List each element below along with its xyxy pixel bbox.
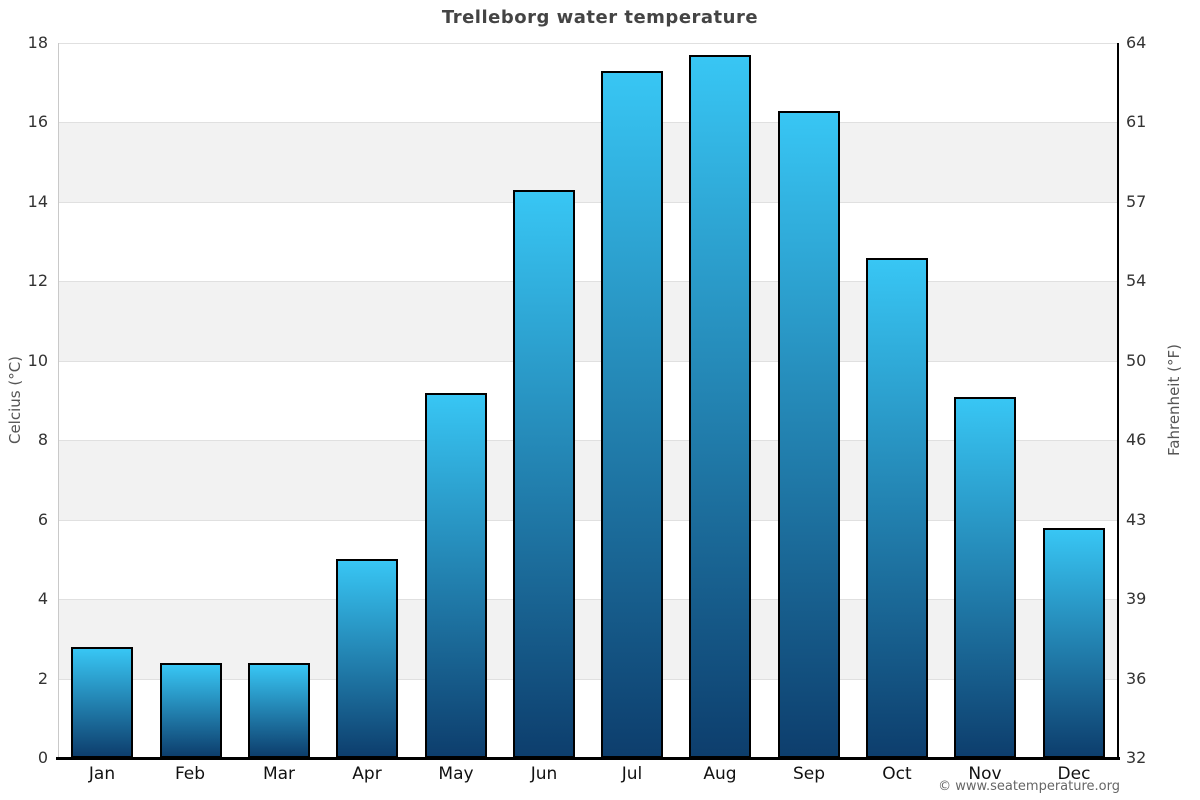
gridline bbox=[58, 122, 1118, 123]
fahrenheit-tick-label: 36 bbox=[1126, 668, 1147, 688]
background-band bbox=[58, 519, 1118, 600]
celsius-tick-label: 0 bbox=[37, 748, 48, 767]
chart-title: Trelleborg water temperature bbox=[441, 7, 759, 28]
background-band bbox=[58, 281, 1118, 361]
month-label-nov: Nov bbox=[968, 764, 1002, 784]
month-label-jan: Jan bbox=[88, 764, 116, 784]
month-label-oct: Oct bbox=[882, 764, 912, 784]
month-label-mar: Mar bbox=[262, 764, 296, 784]
month-label-sep: Sep bbox=[792, 764, 826, 784]
background-band bbox=[58, 122, 1118, 202]
fahrenheit-tick-label: 57 bbox=[1126, 191, 1147, 211]
gridline bbox=[58, 599, 1118, 600]
celsius-tick-label: 2 bbox=[37, 668, 48, 688]
x-axis-line bbox=[56, 757, 1120, 760]
celsius-tick-label: 8 bbox=[37, 430, 48, 450]
bar-mar bbox=[248, 663, 310, 758]
gridline bbox=[58, 679, 1118, 680]
month-label-jul: Jul bbox=[621, 764, 643, 784]
background-band bbox=[58, 678, 1118, 758]
celsius-tick-label: 4 bbox=[37, 589, 48, 609]
gridline bbox=[58, 440, 1118, 441]
bar-jan bbox=[71, 647, 133, 758]
celsius-tick-label: 18 bbox=[27, 33, 48, 52]
celsius-tick-label: 6 bbox=[37, 509, 48, 529]
bar-apr bbox=[336, 559, 398, 758]
fahrenheit-tick-label: 46 bbox=[1126, 430, 1147, 450]
bar-dec bbox=[1043, 528, 1105, 758]
month-label-aug: Aug bbox=[703, 764, 737, 784]
bar-nov bbox=[954, 397, 1016, 758]
month-label-feb: Feb bbox=[174, 764, 206, 784]
celsius-tick-label: 12 bbox=[27, 271, 48, 291]
gridline bbox=[58, 520, 1118, 521]
gridline bbox=[58, 43, 1118, 44]
bar-jul bbox=[601, 71, 663, 758]
bar-aug bbox=[689, 55, 751, 758]
background-band bbox=[58, 360, 1118, 441]
celsius-tick-label: 10 bbox=[27, 350, 48, 370]
fahrenheit-tick-label: 61 bbox=[1126, 112, 1147, 132]
background-band bbox=[58, 599, 1118, 679]
background-band bbox=[58, 43, 1118, 123]
background-band bbox=[58, 201, 1118, 282]
month-label-may: May bbox=[438, 764, 474, 784]
bar-sep bbox=[778, 111, 840, 758]
bar-jun bbox=[513, 190, 575, 758]
fahrenheit-tick-label: 50 bbox=[1126, 350, 1147, 370]
background-band bbox=[58, 440, 1118, 520]
gridline bbox=[58, 281, 1118, 282]
left-y-axis-line bbox=[58, 43, 59, 758]
plot-area bbox=[58, 43, 1118, 758]
bar-feb bbox=[160, 663, 222, 758]
celsius-tick-label: 14 bbox=[27, 191, 48, 211]
month-label-jun: Jun bbox=[530, 764, 558, 784]
fahrenheit-tick-label: 43 bbox=[1126, 509, 1147, 529]
month-label-dec: Dec bbox=[1057, 764, 1091, 784]
right-y-axis-line bbox=[1117, 43, 1119, 758]
bar-oct bbox=[866, 258, 928, 758]
month-label-apr: Apr bbox=[352, 764, 382, 784]
copyright-credit: © www.seatemperature.org bbox=[938, 779, 1120, 794]
fahrenheit-tick-label: 54 bbox=[1126, 271, 1147, 291]
bar-may bbox=[425, 393, 487, 758]
fahrenheit-tick-label: 64 bbox=[1126, 33, 1147, 52]
celsius-tick-label: 16 bbox=[27, 112, 48, 132]
fahrenheit-tick-label: 32 bbox=[1126, 748, 1147, 767]
gridline bbox=[58, 202, 1118, 203]
fahrenheit-tick-label: 39 bbox=[1126, 589, 1147, 609]
gridline bbox=[58, 361, 1118, 362]
